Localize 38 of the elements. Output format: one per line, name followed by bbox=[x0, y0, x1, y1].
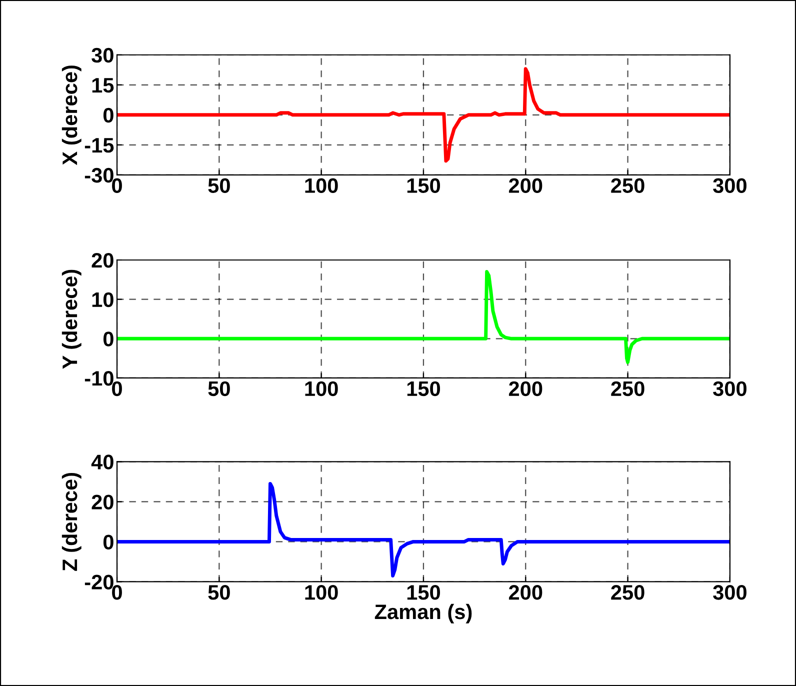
x-tick-label: 200 bbox=[508, 585, 542, 600]
line-series bbox=[117, 67, 730, 163]
y-tick-label: 20 bbox=[92, 494, 114, 510]
x-tick-label: 100 bbox=[305, 178, 338, 194]
y-tick-label: 0 bbox=[103, 534, 114, 550]
y-tick-label: 0 bbox=[103, 108, 114, 123]
y-tick-label: 40 bbox=[91, 454, 114, 470]
line-series bbox=[117, 270, 730, 364]
x-tick-label: 250 bbox=[611, 178, 644, 194]
y-axis-title: X (derece) bbox=[62, 66, 82, 166]
x-tick-label: 50 bbox=[208, 178, 230, 194]
x-tick-label: 100 bbox=[305, 381, 338, 396]
x-tick-label: 150 bbox=[407, 585, 440, 600]
x-tick-label: 100 bbox=[305, 585, 338, 600]
y-tick-label: 0 bbox=[103, 332, 114, 346]
x-tick-label: 50 bbox=[208, 585, 230, 600]
x-tick-label: 300 bbox=[713, 178, 746, 194]
y-axis-title: Z (derece) bbox=[62, 472, 82, 571]
x-tick-label: 300 bbox=[713, 381, 746, 396]
y-tick-label: 20 bbox=[92, 252, 114, 268]
y-tick-label: -30 bbox=[84, 168, 114, 183]
x-tick-label: 300 bbox=[713, 585, 746, 600]
x-tick-label: 150 bbox=[407, 178, 440, 194]
x-tick-label: 200 bbox=[508, 178, 542, 194]
line-series bbox=[117, 482, 730, 578]
y-tick-label: -20 bbox=[84, 574, 114, 590]
x-tick-label: 50 bbox=[208, 381, 230, 396]
x-tick-label: 250 bbox=[611, 381, 644, 396]
y-tick-label: 10 bbox=[92, 292, 114, 308]
x-tick-label: 250 bbox=[611, 585, 644, 600]
y-tick-label: -10 bbox=[84, 370, 114, 386]
y-tick-label: 15 bbox=[92, 78, 114, 93]
x-tick-label: 200 bbox=[508, 381, 542, 396]
x-tick-label: 150 bbox=[407, 381, 440, 396]
y-tick-label: 30 bbox=[92, 48, 114, 63]
y-axis-title: Y (derece) bbox=[62, 270, 82, 369]
y-tick-label: -15 bbox=[84, 138, 114, 153]
x-axis-title: Zaman (s) bbox=[374, 604, 472, 624]
